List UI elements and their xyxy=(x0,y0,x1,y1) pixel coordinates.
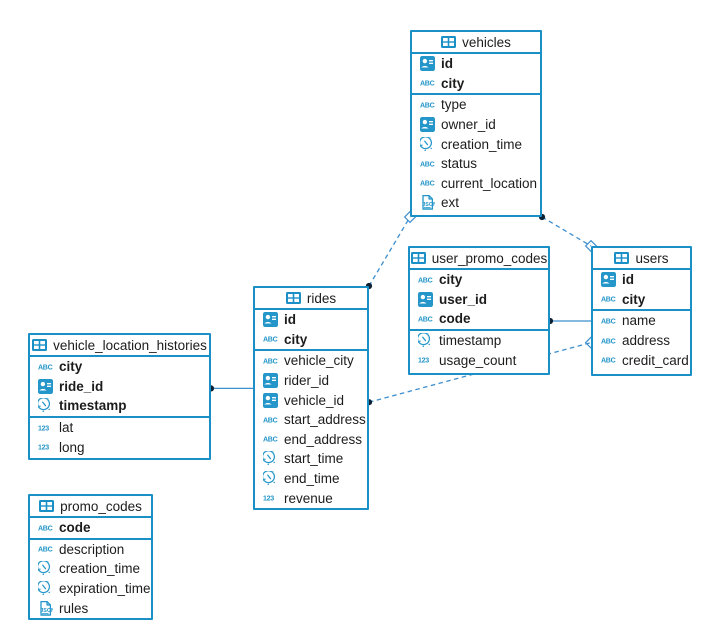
svg-text:JSON: JSON xyxy=(422,202,435,208)
svg-text:ABC: ABC xyxy=(263,336,278,344)
svg-text:ABC: ABC xyxy=(601,357,616,365)
svg-text:ABC: ABC xyxy=(601,318,616,326)
svg-text:123: 123 xyxy=(418,357,429,365)
svg-text:ABC: ABC xyxy=(38,363,53,371)
svg-text:ABC: ABC xyxy=(263,416,278,424)
svg-text:123: 123 xyxy=(38,444,49,452)
svg-text:ABC: ABC xyxy=(420,102,435,110)
svg-text:ABC: ABC xyxy=(420,160,435,168)
svg-text:123: 123 xyxy=(263,495,274,503)
svg-text:ABC: ABC xyxy=(263,436,278,444)
svg-text:123: 123 xyxy=(38,424,49,432)
svg-text:ABC: ABC xyxy=(263,358,278,366)
svg-text:ABC: ABC xyxy=(420,80,435,88)
svg-text:JSON: JSON xyxy=(40,608,53,614)
svg-text:ABC: ABC xyxy=(601,296,616,304)
svg-text:ABC: ABC xyxy=(38,546,53,554)
svg-text:ABC: ABC xyxy=(38,524,53,532)
svg-text:ABC: ABC xyxy=(420,180,435,188)
svg-text:ABC: ABC xyxy=(601,337,616,345)
svg-text:ABC: ABC xyxy=(418,276,433,284)
svg-text:ABC: ABC xyxy=(418,316,433,324)
